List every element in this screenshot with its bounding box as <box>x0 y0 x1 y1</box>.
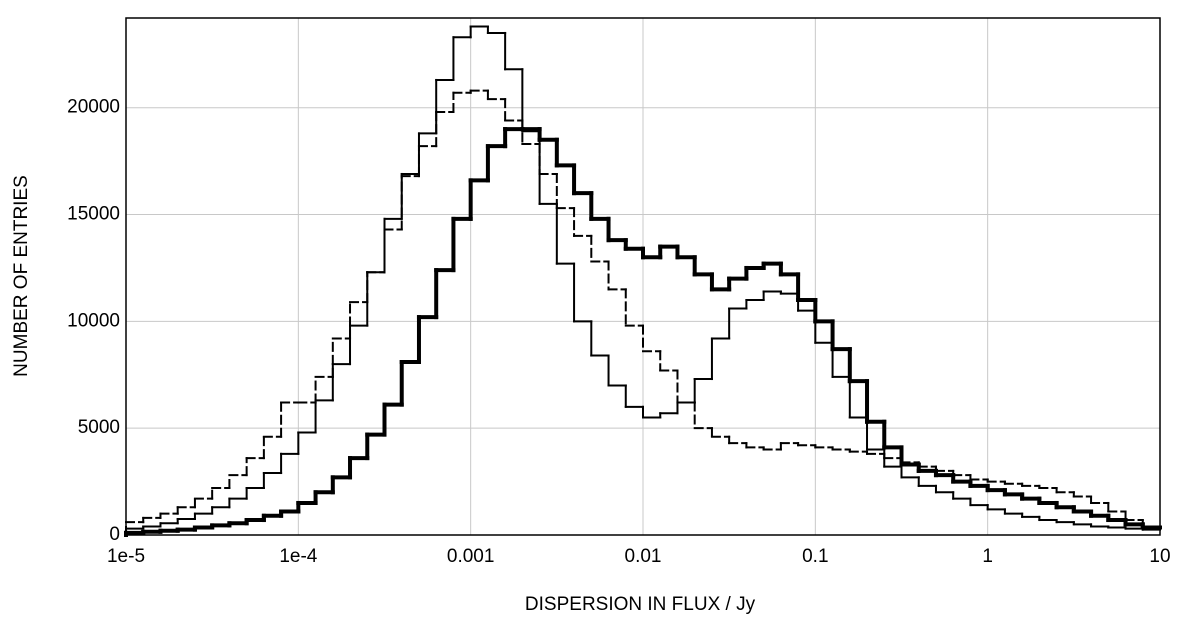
x-tick-label: 1e-5 <box>107 546 145 567</box>
plot-frame <box>125 17 1161 536</box>
x-tick-label: 10 <box>1149 546 1170 567</box>
x-tick-label: 1e-4 <box>279 546 317 567</box>
y-axis-label: NUMBER OF ENTRIES <box>11 175 32 377</box>
x-tick-label: 0.1 <box>802 546 828 567</box>
y-tick-label: 0 <box>109 524 120 545</box>
y-tick-label: 5000 <box>78 417 120 438</box>
x-tick-label: 0.01 <box>625 546 662 567</box>
x-tick-label: 0.001 <box>447 546 495 567</box>
y-tick-label: 20000 <box>67 97 120 118</box>
x-tick-label: 1 <box>982 546 993 567</box>
y-tick-label: 15000 <box>67 204 120 225</box>
x-axis-label: DISPERSION IN FLUX / Jy <box>525 594 756 615</box>
y-tick-label: 10000 <box>67 310 120 331</box>
